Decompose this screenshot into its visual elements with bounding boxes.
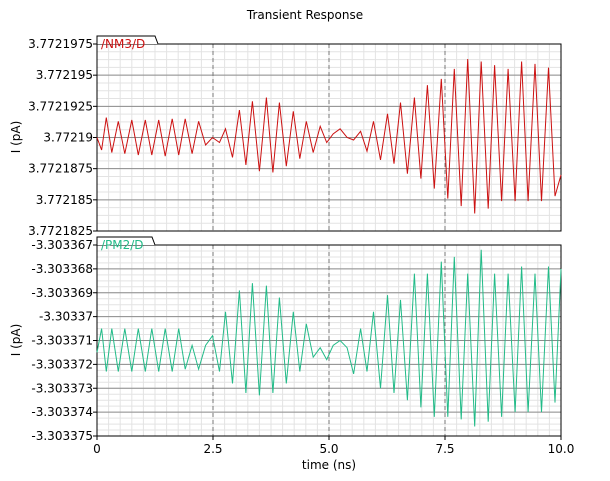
pm2-d-y-tick-label: -3.303375 — [31, 429, 93, 443]
nm3-d-legend-tab — [96, 35, 159, 45]
nm3-d-legend: /NM3/D — [96, 35, 159, 51]
chart-title: Transient Response — [246, 8, 363, 22]
pm2-d-series — [96, 249, 562, 427]
pm2-d-y-tick-label: -3.303369 — [31, 286, 93, 300]
nm3-d-series — [96, 58, 562, 214]
x-tick-label: 0 — [93, 442, 101, 456]
nm3-d-y-tick-label: 3.7721875 — [28, 162, 93, 176]
pm2-d-y-tick-label: -3.303374 — [31, 405, 93, 419]
pm2-d-legend-label: /PM2/D — [101, 238, 144, 252]
pm2-d-y-tick-label: -3.303368 — [31, 262, 93, 276]
pm2-d-y-axis-label: I (pA) — [9, 324, 23, 357]
pm2-d-legend: /PM2/D — [96, 236, 156, 252]
nm3-d-panel: 3.7721975 3.772195 3.7721925 3.77219 3.77218… — [9, 35, 562, 238]
nm3-d-y-tick-label: 3.7721975 — [28, 37, 93, 51]
x-tick-label: 7.5 — [435, 442, 454, 456]
nm3-d-y-tick-label: 3.7721925 — [28, 99, 93, 113]
nm3-d-gridlines — [97, 44, 561, 231]
nm3-d-legend-label: /NM3/D — [101, 37, 145, 51]
pm2-d-series-line — [96, 249, 562, 427]
x-axis-ticks: 0 2.5 5.0 7.5 10.0 — [93, 436, 574, 456]
x-axis-label: time (ns) — [302, 458, 356, 472]
pm2-d-y-tick-label: -3.303372 — [31, 357, 93, 371]
nm3-d-y-ticks: 3.7721975 3.772195 3.7721925 3.77219 3.77218… — [28, 37, 97, 238]
pm2-d-legend-tab — [96, 236, 156, 246]
pm2-d-y-tick-label: -3.303371 — [31, 334, 93, 348]
nm3-d-y-tick-label: 3.772185 — [36, 193, 93, 207]
pm2-d-y-tick-label: -3.303373 — [31, 381, 93, 395]
pm2-d-y-tick-label: -3.303367 — [31, 238, 93, 252]
pm2-d-y-ticks: -3.303367 -3.303368 -3.303369 -3.30337 -3.30… — [31, 238, 97, 443]
x-tick-label: 5.0 — [319, 442, 338, 456]
nm3-d-y-axis-label: I (pA) — [9, 121, 23, 154]
x-tick-label: 10.0 — [548, 442, 575, 456]
nm3-d-y-tick-label: 3.77219 — [43, 131, 93, 145]
nm3-d-series-line — [96, 58, 562, 214]
nm3-d-y-tick-label: 3.7721825 — [28, 224, 93, 238]
pm2-d-y-tick-label: -3.30337 — [39, 310, 93, 324]
pm2-d-panel: -3.303367 -3.303368 -3.303369 -3.30337 -3.30… — [9, 236, 574, 472]
x-tick-label: 2.5 — [203, 442, 222, 456]
nm3-d-y-tick-label: 3.772195 — [36, 68, 93, 82]
